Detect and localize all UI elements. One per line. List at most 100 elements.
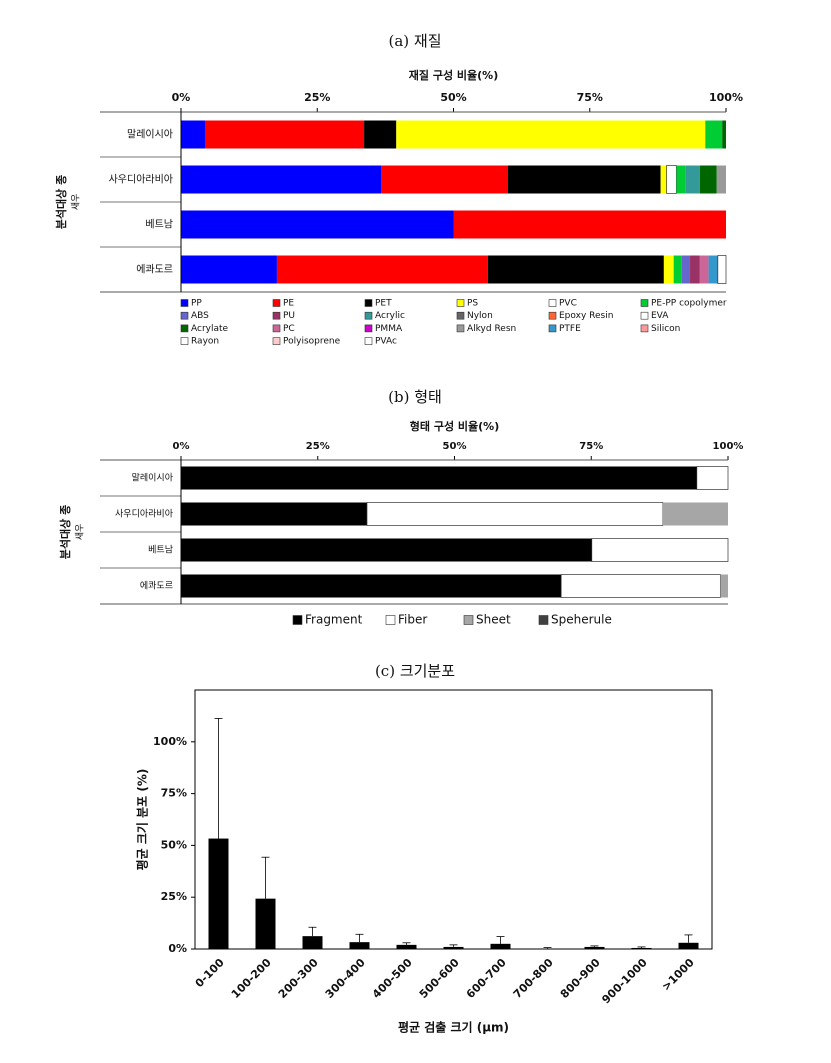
bar-segment <box>181 538 592 562</box>
legend-swatch <box>463 615 474 625</box>
x-tick-label: 600-700 <box>464 956 509 1001</box>
axis-title: 형태 구성 비율(%) <box>410 419 499 433</box>
legend-swatch <box>548 311 557 320</box>
bar <box>302 936 323 949</box>
y-tick-label: 0% <box>168 942 187 955</box>
category-label: 말레이시아 <box>127 129 173 141</box>
y-tick-label: 75% <box>161 787 187 800</box>
legend-swatch <box>272 299 281 307</box>
x-tick-label: >1000 <box>659 956 697 994</box>
bar <box>443 946 464 949</box>
legend-swatch <box>640 324 649 333</box>
bar-segment <box>696 466 729 490</box>
category-label: 베트남 <box>148 545 173 556</box>
legend-label: PVAc <box>375 337 397 347</box>
y-tick-label: 100% <box>153 735 187 748</box>
legend-label: Epoxy Resin <box>559 311 613 321</box>
legend-label: PE-PP copolymer <box>651 299 727 309</box>
bar-segment <box>487 255 664 284</box>
y-axis-subtitle: 새우 <box>71 194 82 211</box>
legend-swatch <box>272 337 281 345</box>
legend-label: PTFE <box>559 324 581 334</box>
legend-swatch <box>180 311 189 320</box>
bar <box>255 898 276 949</box>
legend-label: Fragment <box>305 613 363 627</box>
bar-segment <box>676 165 686 194</box>
legend-label: Fiber <box>398 613 427 627</box>
x-tick-label: 0% <box>172 91 191 104</box>
x-tick-label: 25% <box>306 441 330 452</box>
legend-swatch <box>640 299 649 307</box>
bar-segment <box>181 165 382 194</box>
x-tick-label: 900-1000 <box>599 956 650 1007</box>
x-tick-label: 300-400 <box>323 956 368 1001</box>
y-tick-label: 25% <box>161 890 187 903</box>
legend-swatch <box>272 324 281 333</box>
legend-label: PS <box>467 299 478 309</box>
legend-swatch <box>538 615 549 625</box>
bar-segment <box>453 210 726 239</box>
legend-label: PET <box>375 299 392 309</box>
legend-swatch <box>385 615 396 625</box>
bar-segment <box>685 165 700 194</box>
bar-segment <box>560 574 721 598</box>
y-tick-label: 50% <box>161 838 187 851</box>
legend-label: EVA <box>651 311 669 321</box>
category-label: 사우디아라비아 <box>109 174 173 186</box>
x-tick-label: 50% <box>443 441 467 452</box>
legend-swatch <box>180 299 189 307</box>
x-tick-label: 800-900 <box>558 956 603 1001</box>
bar-segment <box>716 165 726 194</box>
x-tick-label: 25% <box>304 91 330 104</box>
bar <box>396 944 417 949</box>
legend-swatch <box>548 299 557 307</box>
category-label: 에콰도르 <box>140 581 173 592</box>
category-label: 에콰도르 <box>136 264 173 276</box>
legend-label: ABS <box>191 311 209 321</box>
chart-title: (a) 재질 <box>388 32 441 50</box>
bar <box>490 943 511 949</box>
bar-segment <box>717 255 727 284</box>
bar-segment <box>660 165 667 194</box>
legend-label: Acrylic <box>375 311 405 321</box>
bar-segment <box>364 120 397 149</box>
legend-label: Rayon <box>191 337 219 347</box>
legend-label: Speherule <box>551 613 612 627</box>
x-tick-label: 75% <box>579 441 603 452</box>
x-tick-label: 400-500 <box>370 956 415 1001</box>
bar-segment <box>204 120 365 149</box>
x-tick-label: 700-800 <box>511 956 556 1001</box>
x-tick-label: 50% <box>440 91 466 104</box>
x-tick-label: 100% <box>709 91 743 104</box>
bar-segment <box>666 165 677 194</box>
x-tick-label: 0-100 <box>193 956 227 990</box>
x-tick-label: 75% <box>577 91 603 104</box>
legend-label: Acrylate <box>191 324 229 334</box>
legend-swatch <box>456 324 465 333</box>
legend-label: Sheet <box>476 613 511 627</box>
bar-segment <box>366 502 664 526</box>
bar <box>631 947 652 949</box>
bar-segment <box>508 165 661 194</box>
bar-segment <box>720 574 728 598</box>
legend-swatch <box>364 324 373 333</box>
bar-segment <box>181 255 277 284</box>
bar <box>349 942 370 949</box>
x-axis-title: 평균 검출 크기 (μm) <box>398 1020 509 1035</box>
x-tick-label: 0% <box>173 441 190 452</box>
bar-segment <box>699 165 717 194</box>
y-axis-title: 분석대상 종 <box>54 175 68 229</box>
y-axis-subtitle: 새우 <box>75 524 86 541</box>
bar-segment <box>276 255 488 284</box>
legend-swatch <box>364 337 373 345</box>
x-tick-label: 100-200 <box>229 956 274 1001</box>
x-tick-label: 200-300 <box>276 956 321 1001</box>
legend-swatch <box>456 311 465 320</box>
bar-segment <box>690 255 700 284</box>
axis-title: 재질 구성 비율(%) <box>409 68 498 82</box>
legend-label: PE <box>283 299 294 309</box>
legend-label: PP <box>191 299 202 309</box>
legend-label: PU <box>283 311 295 321</box>
